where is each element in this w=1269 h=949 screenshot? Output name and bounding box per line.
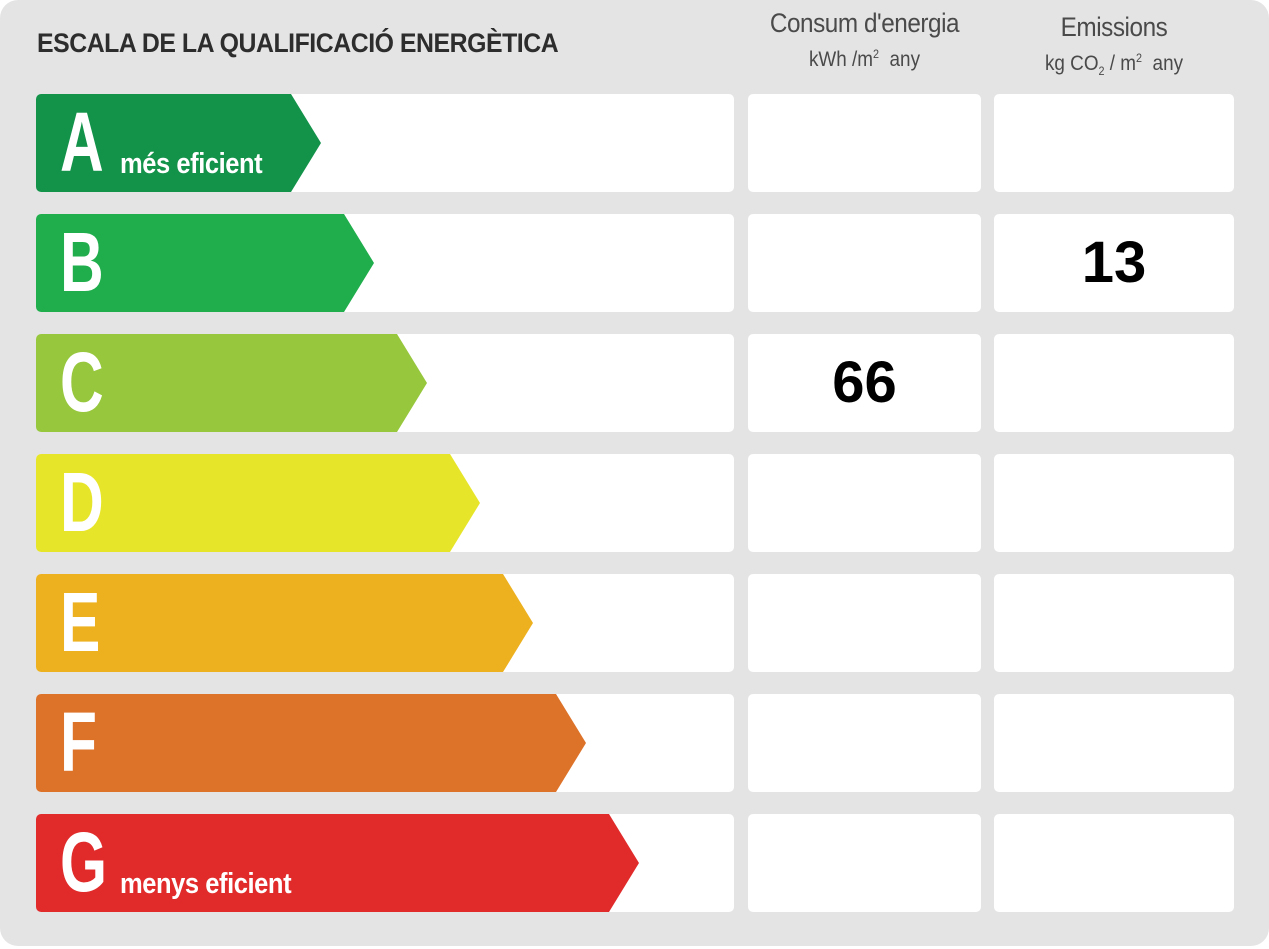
- rating-letter-e: E: [60, 575, 101, 669]
- consum-column-title: Consum d'energia: [769, 8, 960, 38]
- rating-row-c: C: [36, 334, 734, 432]
- rating-letter-a: A: [60, 95, 104, 189]
- emissions-column-unit: kg CO2 / m2 any: [1044, 51, 1184, 79]
- rating-letter-c: C: [60, 335, 104, 429]
- rating-row-f: F: [36, 694, 734, 792]
- emissions-cell-a: [994, 94, 1234, 192]
- consum-column-unit: kWh /m2 any: [808, 47, 921, 71]
- consum-cell-b: [748, 214, 981, 312]
- scale-title: ESCALA DE LA QUALIFICACIÓ ENERGÈTICA: [37, 28, 559, 58]
- rating-row-b: B: [36, 214, 734, 312]
- rating-sublabel-a: més eficient: [120, 148, 263, 180]
- rating-letter-f: F: [60, 695, 97, 789]
- emissions-cell-b: 13: [994, 214, 1234, 312]
- emissions-cell-e: [994, 574, 1234, 672]
- rating-row-e: E: [36, 574, 734, 672]
- rating-letter-b: B: [60, 215, 104, 309]
- emissions-cell-f: [994, 694, 1234, 792]
- rating-arrow-d: D: [36, 454, 480, 552]
- emissions-cell-c: [994, 334, 1234, 432]
- rating-arrow-b: B: [36, 214, 374, 312]
- emissions-cell-g: [994, 814, 1234, 912]
- rating-row-d: D: [36, 454, 734, 552]
- rating-letter-d: D: [60, 455, 104, 549]
- emissions-column-header: Emissions kg CO2 / m2 any: [994, 12, 1234, 78]
- consum-cell-d: [748, 454, 981, 552]
- rating-arrow-c: C: [36, 334, 427, 432]
- consum-cell-c: 66: [748, 334, 981, 432]
- rating-arrow-e: E: [36, 574, 533, 672]
- consum-column-header: Consum d'energia kWh /m2 any: [748, 8, 981, 72]
- consum-cell-a: [748, 94, 981, 192]
- emissions-cell-d: [994, 454, 1234, 552]
- rating-letter-g: G: [60, 815, 108, 909]
- rating-sublabel-g: menys eficient: [120, 868, 292, 900]
- consum-cell-e: [748, 574, 981, 672]
- rating-arrow-f: F: [36, 694, 586, 792]
- emissions-column-title: Emissions: [1060, 12, 1168, 42]
- consum-cell-f: [748, 694, 981, 792]
- consum-cell-g: [748, 814, 981, 912]
